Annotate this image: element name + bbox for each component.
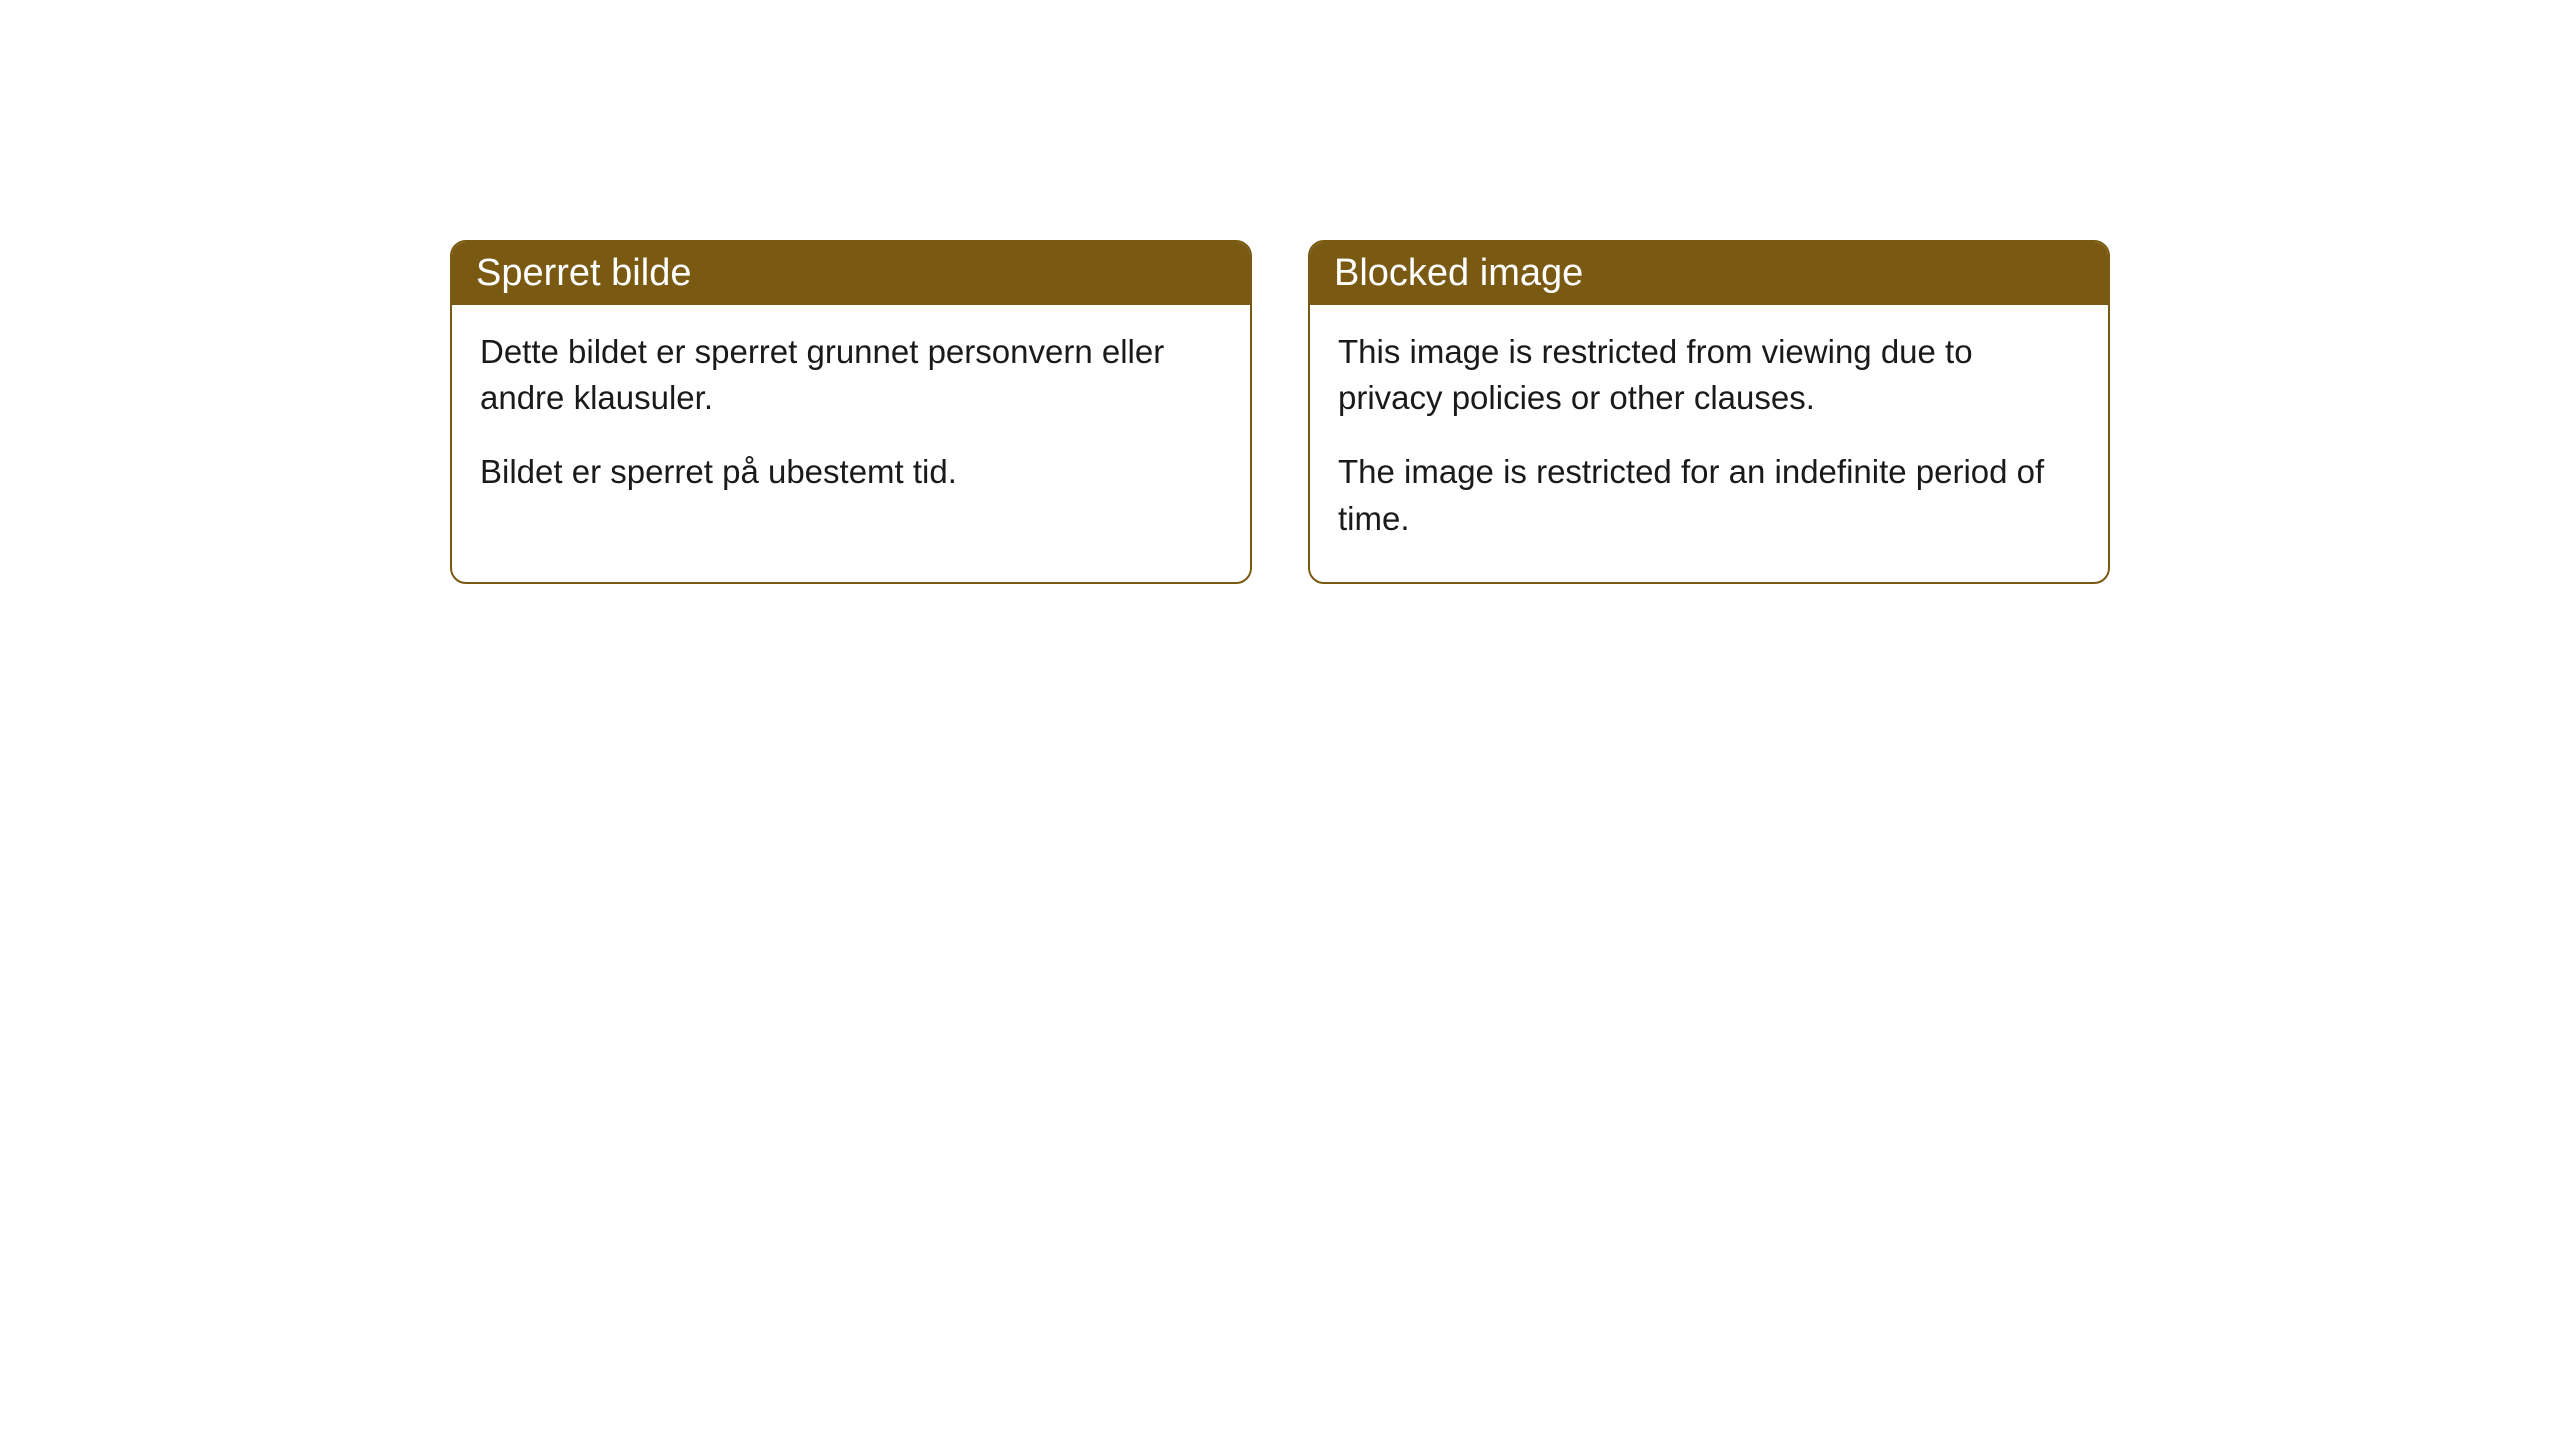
card-paragraph-2: Bildet er sperret på ubestemt tid. <box>480 449 1222 495</box>
card-body-norwegian: Dette bildet er sperret grunnet personve… <box>452 305 1250 536</box>
card-header-english: Blocked image <box>1310 242 2108 305</box>
card-title: Blocked image <box>1334 252 1583 294</box>
card-body-english: This image is restricted from viewing du… <box>1310 305 2108 582</box>
cards-container: Sperret bilde Dette bildet er sperret gr… <box>450 240 2110 584</box>
card-paragraph-2: The image is restricted for an indefinit… <box>1338 449 2080 541</box>
card-header-norwegian: Sperret bilde <box>452 242 1250 305</box>
card-norwegian: Sperret bilde Dette bildet er sperret gr… <box>450 240 1252 584</box>
card-paragraph-1: Dette bildet er sperret grunnet personve… <box>480 329 1222 421</box>
card-paragraph-1: This image is restricted from viewing du… <box>1338 329 2080 421</box>
card-title: Sperret bilde <box>476 252 691 294</box>
card-english: Blocked image This image is restricted f… <box>1308 240 2110 584</box>
